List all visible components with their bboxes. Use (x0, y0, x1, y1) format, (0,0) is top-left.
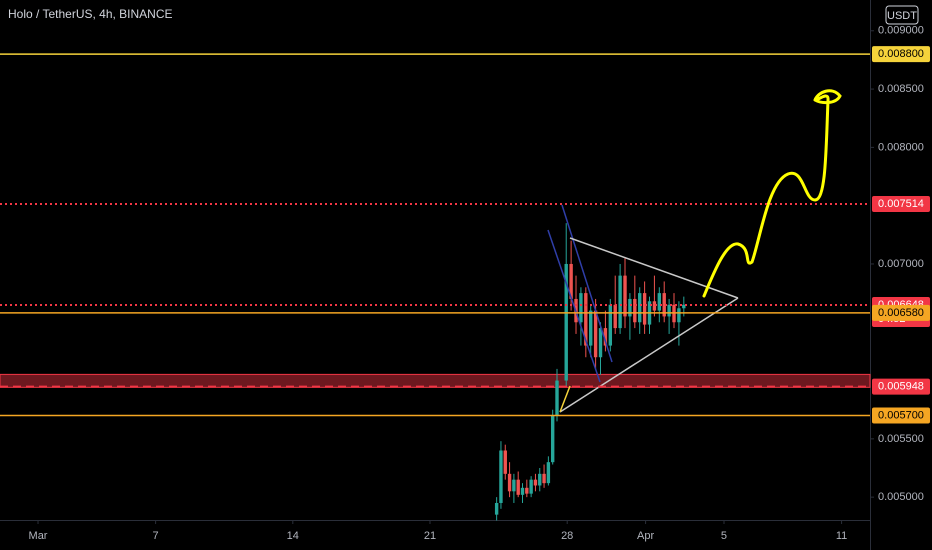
candle-body (507, 473, 512, 492)
candle-body (584, 293, 588, 346)
x-tick-label: Mar (29, 530, 48, 542)
price-label: 0.007514 (878, 198, 924, 210)
y-tick-label: 0.009000 (878, 25, 924, 37)
currency[interactable]: USDT (887, 10, 917, 22)
y-tick-label: 0.008000 (878, 141, 924, 153)
price-label-box (872, 304, 930, 321)
candle-body (564, 263, 568, 381)
candle-body (529, 479, 533, 494)
x-tick-label: 5 (721, 530, 727, 542)
x-tick-label: Apr (637, 530, 654, 542)
candle-body (494, 502, 499, 515)
price-label: 0.005700 (878, 409, 924, 421)
forecast-scribble (702, 89, 842, 298)
candle-body (533, 479, 538, 486)
candle-body (525, 487, 529, 494)
price-label: 0.006580 (878, 307, 924, 319)
trend-line (561, 204, 613, 363)
triangle-line (559, 385, 571, 413)
candle-body (546, 462, 551, 484)
candle-body (503, 450, 507, 474)
candle-body (628, 298, 632, 317)
candle-body (516, 479, 520, 495)
x-tick-label: 11 (836, 530, 847, 542)
candle-body (638, 293, 642, 323)
candle-body (662, 293, 666, 317)
candle-body (682, 304, 686, 309)
candle-body (555, 380, 559, 416)
candle-body (623, 275, 627, 317)
candle-body (589, 310, 593, 346)
price-label: 0.005948 (878, 381, 924, 393)
price-label-box (872, 196, 930, 213)
trend-line (547, 229, 601, 383)
candle-body (593, 310, 598, 358)
candle-body (667, 304, 671, 317)
x-tick-label: 7 (153, 530, 159, 542)
currency-box[interactable] (885, 5, 919, 25)
x-tick-label: 14 (287, 530, 299, 542)
price-label-box (872, 378, 930, 395)
candle-body (652, 301, 657, 311)
candle-body (618, 275, 622, 329)
candle-body (550, 415, 555, 463)
y-tick-label: 0.005500 (878, 433, 924, 445)
y-tick-label: 0.008500 (878, 83, 924, 95)
candle-body (598, 328, 603, 358)
candle-body (633, 298, 637, 323)
candle-body (603, 328, 608, 346)
candle-body (642, 293, 647, 325)
price-label-box (872, 46, 930, 63)
candle-body (538, 473, 542, 486)
triangle-line (559, 297, 739, 413)
price-label: 0.008800 (878, 48, 924, 60)
candle-body (657, 293, 662, 311)
x-tick-label: 28 (561, 530, 573, 542)
candle-body (512, 479, 516, 492)
candle-body (542, 473, 546, 484)
candle-body (579, 293, 583, 323)
zone (0, 373, 871, 388)
candle-body (613, 304, 617, 329)
chart-title: Holo / TetherUS, 4h, BINANCE (8, 7, 173, 21)
price-label-box (872, 407, 930, 424)
candle-body (499, 450, 503, 503)
y-tick-label: 0.007000 (878, 258, 924, 270)
y-tick-label: 0.005000 (878, 491, 924, 503)
candle-body (569, 263, 573, 299)
candle-body (677, 308, 681, 323)
candle-body (608, 304, 613, 346)
x-tick-label: 21 (424, 530, 436, 542)
triangle-line (569, 237, 739, 299)
candle-body (520, 487, 525, 495)
